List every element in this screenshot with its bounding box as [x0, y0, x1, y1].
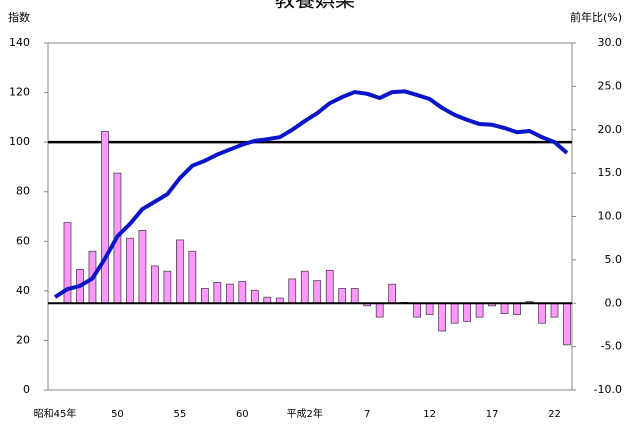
y-tick-label: 80	[16, 185, 30, 198]
bar	[413, 302, 421, 318]
y-tick-label: 140	[9, 36, 30, 49]
bar	[450, 302, 459, 324]
bar	[201, 288, 209, 304]
bar	[163, 270, 172, 304]
bar	[151, 265, 159, 304]
y2-tick-label: 10.0	[598, 210, 623, 223]
bar	[563, 302, 571, 346]
x-tick-label: 22	[548, 409, 561, 420]
x-tick-label: 50	[111, 409, 124, 420]
bar	[438, 302, 446, 332]
y2-tick-label: 30.0	[598, 36, 623, 49]
y2-tick-label: 20.0	[598, 123, 623, 136]
bar	[238, 281, 247, 304]
bar	[250, 289, 259, 304]
bar	[288, 278, 297, 304]
y-tick-label: 100	[9, 135, 30, 148]
bar	[388, 283, 397, 304]
y2-tick-label: 25.0	[598, 79, 623, 92]
bar	[313, 280, 322, 304]
bar	[425, 302, 434, 315]
bar	[550, 302, 559, 318]
y2-tick-label: 0.0	[605, 296, 623, 309]
x-tick-label: 12	[423, 409, 436, 420]
bar	[475, 302, 484, 318]
x-tick-label: 7	[364, 409, 370, 420]
bar	[138, 230, 147, 304]
y2-axis-label: 前年比(%)	[570, 10, 622, 24]
bar	[350, 288, 359, 304]
y-tick-label: 40	[16, 284, 30, 297]
bar	[463, 302, 471, 322]
bar	[500, 302, 509, 315]
x-tick-label: 17	[486, 409, 499, 420]
y-tick-label: 120	[9, 86, 30, 99]
bar	[300, 270, 309, 304]
plot-frame	[47, 42, 573, 391]
line	[53, 89, 569, 299]
bar	[325, 269, 334, 304]
chart-title: 教養娯楽	[275, 0, 355, 12]
x-tick-label: 昭和45年	[34, 407, 77, 420]
y-tick-label: 0	[23, 383, 30, 396]
y2-tick-label: 5.0	[605, 253, 623, 266]
y-axis-label: 指数	[8, 10, 30, 24]
bar	[126, 237, 134, 304]
y-tick-label: 20	[16, 333, 30, 346]
bar	[338, 288, 347, 304]
bar	[188, 250, 197, 304]
y2-tick-label: -10.0	[594, 383, 622, 396]
bar	[513, 302, 521, 315]
bar	[375, 302, 384, 318]
bar	[176, 239, 184, 304]
bar	[225, 283, 234, 304]
y-tick-label: 60	[16, 234, 30, 247]
x-tick-label: 60	[236, 409, 249, 420]
x-tick-label: 平成2年	[287, 407, 323, 420]
bar	[538, 302, 546, 324]
bar	[213, 282, 222, 304]
y2-tick-label: -5.0	[601, 340, 622, 353]
bar	[101, 131, 109, 304]
x-tick-label: 55	[174, 409, 187, 420]
y2-tick-label: 15.0	[598, 166, 623, 179]
